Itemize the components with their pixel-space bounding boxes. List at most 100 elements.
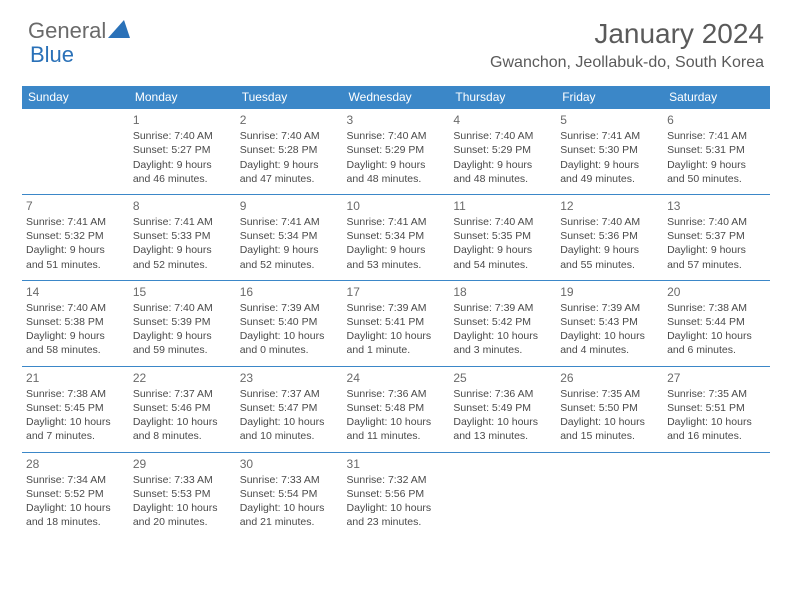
day-info-line: Daylight: 9 hours — [133, 329, 232, 343]
day-number: 31 — [347, 456, 446, 472]
day-number: 25 — [453, 370, 552, 386]
day-cell: 6Sunrise: 7:41 AMSunset: 5:31 PMDaylight… — [663, 109, 770, 195]
day-info-line: and 8 minutes. — [133, 429, 232, 443]
day-cell: 12Sunrise: 7:40 AMSunset: 5:36 PMDayligh… — [556, 194, 663, 280]
day-info-line: Sunset: 5:51 PM — [667, 401, 766, 415]
day-number: 19 — [560, 284, 659, 300]
day-cell: 13Sunrise: 7:40 AMSunset: 5:37 PMDayligh… — [663, 194, 770, 280]
day-info-line: Sunrise: 7:37 AM — [240, 387, 339, 401]
day-info-line: and 48 minutes. — [347, 172, 446, 186]
day-info-line: Sunset: 5:45 PM — [26, 401, 125, 415]
day-info-line: Daylight: 10 hours — [560, 415, 659, 429]
day-info-line: and 18 minutes. — [26, 515, 125, 529]
day-number: 9 — [240, 198, 339, 214]
day-info-line: Sunset: 5:34 PM — [347, 229, 446, 243]
day-info-line: Sunset: 5:50 PM — [560, 401, 659, 415]
day-number: 29 — [133, 456, 232, 472]
day-info-line: Daylight: 10 hours — [133, 415, 232, 429]
day-info-line: Sunrise: 7:40 AM — [347, 129, 446, 143]
day-cell: 16Sunrise: 7:39 AMSunset: 5:40 PMDayligh… — [236, 280, 343, 366]
day-info-line: Sunset: 5:41 PM — [347, 315, 446, 329]
logo-triangle-icon — [108, 20, 130, 43]
day-info-line: Sunset: 5:27 PM — [133, 143, 232, 157]
day-info-line: Sunset: 5:36 PM — [560, 229, 659, 243]
day-cell: 10Sunrise: 7:41 AMSunset: 5:34 PMDayligh… — [343, 194, 450, 280]
day-number: 24 — [347, 370, 446, 386]
day-number: 10 — [347, 198, 446, 214]
day-number: 4 — [453, 112, 552, 128]
day-header: Wednesday — [343, 86, 450, 109]
day-info-line: Sunset: 5:42 PM — [453, 315, 552, 329]
day-info-line: Sunrise: 7:41 AM — [347, 215, 446, 229]
day-info-line: Sunset: 5:37 PM — [667, 229, 766, 243]
day-info-line: Daylight: 9 hours — [453, 158, 552, 172]
day-info-line: and 52 minutes. — [133, 258, 232, 272]
day-info-line: Sunset: 5:28 PM — [240, 143, 339, 157]
day-number: 6 — [667, 112, 766, 128]
calendar-body: 1Sunrise: 7:40 AMSunset: 5:27 PMDaylight… — [22, 109, 770, 538]
day-info-line: and 54 minutes. — [453, 258, 552, 272]
calendar-week-row: 21Sunrise: 7:38 AMSunset: 5:45 PMDayligh… — [22, 366, 770, 452]
day-info-line: Sunset: 5:30 PM — [560, 143, 659, 157]
day-info-line: and 53 minutes. — [347, 258, 446, 272]
day-info-line: Sunset: 5:54 PM — [240, 487, 339, 501]
day-info-line: and 48 minutes. — [453, 172, 552, 186]
day-info-line: and 1 minute. — [347, 343, 446, 357]
day-number: 11 — [453, 198, 552, 214]
day-info-line: Sunrise: 7:38 AM — [26, 387, 125, 401]
day-cell: 26Sunrise: 7:35 AMSunset: 5:50 PMDayligh… — [556, 366, 663, 452]
day-cell: 21Sunrise: 7:38 AMSunset: 5:45 PMDayligh… — [22, 366, 129, 452]
day-info-line: Sunrise: 7:40 AM — [453, 129, 552, 143]
day-info-line: and 6 minutes. — [667, 343, 766, 357]
day-info-line: Sunset: 5:43 PM — [560, 315, 659, 329]
calendar-week-row: 7Sunrise: 7:41 AMSunset: 5:32 PMDaylight… — [22, 194, 770, 280]
day-info-line: and 50 minutes. — [667, 172, 766, 186]
day-number: 30 — [240, 456, 339, 472]
day-info-line: Daylight: 10 hours — [347, 415, 446, 429]
day-info-line: Sunrise: 7:40 AM — [667, 215, 766, 229]
title-block: January 2024 Gwanchon, Jeollabuk-do, Sou… — [490, 18, 764, 72]
day-info-line: Sunrise: 7:32 AM — [347, 473, 446, 487]
day-info-line: Sunrise: 7:37 AM — [133, 387, 232, 401]
day-info-line: Daylight: 10 hours — [347, 501, 446, 515]
day-info-line: Daylight: 10 hours — [240, 329, 339, 343]
day-info-line: Daylight: 9 hours — [347, 158, 446, 172]
day-number: 17 — [347, 284, 446, 300]
day-number: 15 — [133, 284, 232, 300]
day-info-line: Daylight: 9 hours — [240, 158, 339, 172]
logo-text-blue: Blue — [30, 42, 74, 67]
day-info-line: and 20 minutes. — [133, 515, 232, 529]
day-header: Saturday — [663, 86, 770, 109]
day-cell: 27Sunrise: 7:35 AMSunset: 5:51 PMDayligh… — [663, 366, 770, 452]
day-cell: 25Sunrise: 7:36 AMSunset: 5:49 PMDayligh… — [449, 366, 556, 452]
day-cell: 2Sunrise: 7:40 AMSunset: 5:28 PMDaylight… — [236, 109, 343, 195]
logo: General — [28, 18, 132, 44]
day-info-line: Daylight: 10 hours — [667, 329, 766, 343]
day-info-line: Sunset: 5:34 PM — [240, 229, 339, 243]
day-info-line: and 13 minutes. — [453, 429, 552, 443]
day-cell: 18Sunrise: 7:39 AMSunset: 5:42 PMDayligh… — [449, 280, 556, 366]
day-cell: 31Sunrise: 7:32 AMSunset: 5:56 PMDayligh… — [343, 452, 450, 537]
day-info-line: and 16 minutes. — [667, 429, 766, 443]
calendar-week-row: 14Sunrise: 7:40 AMSunset: 5:38 PMDayligh… — [22, 280, 770, 366]
month-title: January 2024 — [490, 18, 764, 50]
day-cell: 9Sunrise: 7:41 AMSunset: 5:34 PMDaylight… — [236, 194, 343, 280]
day-number: 2 — [240, 112, 339, 128]
day-info-line: Sunrise: 7:40 AM — [560, 215, 659, 229]
day-info-line: Daylight: 10 hours — [453, 329, 552, 343]
day-info-line: Sunrise: 7:41 AM — [240, 215, 339, 229]
day-header: Thursday — [449, 86, 556, 109]
day-info-line: Daylight: 9 hours — [133, 243, 232, 257]
day-cell: 1Sunrise: 7:40 AMSunset: 5:27 PMDaylight… — [129, 109, 236, 195]
day-info-line: Daylight: 9 hours — [240, 243, 339, 257]
day-info-line: Daylight: 9 hours — [560, 243, 659, 257]
day-info-line: Sunset: 5:46 PM — [133, 401, 232, 415]
day-info-line: Sunrise: 7:36 AM — [347, 387, 446, 401]
day-info-line: Sunrise: 7:39 AM — [453, 301, 552, 315]
day-info-line: Sunset: 5:39 PM — [133, 315, 232, 329]
header: General January 2024 Gwanchon, Jeollabuk… — [0, 0, 792, 78]
day-cell: 22Sunrise: 7:37 AMSunset: 5:46 PMDayligh… — [129, 366, 236, 452]
empty-day-cell — [22, 109, 129, 195]
day-info-line: and 49 minutes. — [560, 172, 659, 186]
day-header-row: SundayMondayTuesdayWednesdayThursdayFrid… — [22, 86, 770, 109]
